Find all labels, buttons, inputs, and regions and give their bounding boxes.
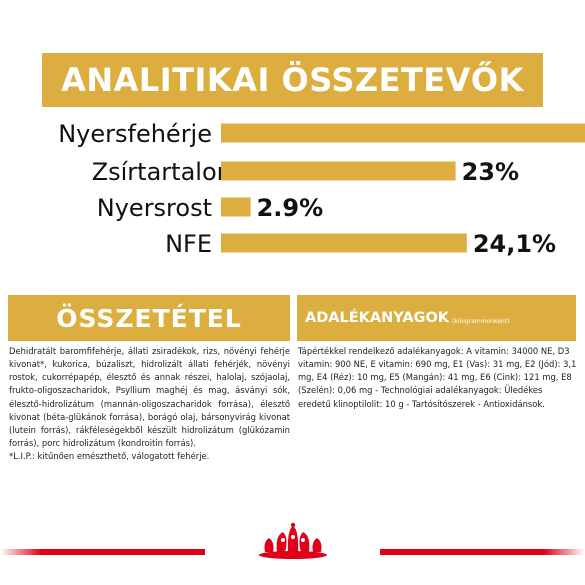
value-label: 2.9% — [257, 194, 324, 222]
composition-body: Dehidratált baromfifehérje, állati zsira… — [9, 345, 290, 463]
value-label: 23% — [462, 158, 519, 186]
composition-text: Dehidratált baromfifehérje, állati zsira… — [9, 346, 290, 449]
analytics-title: ANALITIKAI ÖSSZETEVŐK — [61, 61, 524, 99]
analytics-title-band: ANALITIKAI ÖSSZETEVŐK — [42, 53, 543, 107]
bar — [221, 197, 251, 217]
bar — [221, 233, 467, 253]
additives-text: Tápértékkel rendelkező adalékanyagok: A … — [298, 346, 577, 409]
category-label: Nyersrost — [97, 194, 212, 222]
footer-line-left — [0, 549, 205, 555]
crown-logo-icon — [259, 522, 327, 559]
composition-footnote: *L.I.P.: kitűnően emészthető, válogatott… — [9, 451, 210, 462]
bar — [221, 123, 585, 143]
category-label: NFE — [165, 230, 212, 258]
additives-title: ADALÉKANYAGOK — [305, 310, 450, 326]
value-label: 24,1% — [473, 230, 556, 258]
composition-title: ÖSSZETÉTEL — [56, 303, 242, 333]
category-label: Zsírtartalom — [92, 158, 240, 186]
bar — [221, 161, 456, 181]
category-label: Nyersfehérje — [58, 120, 212, 148]
footer-line-right — [380, 549, 585, 555]
composition-header: ÖSSZETÉTEL — [8, 295, 290, 341]
analytics-bar-chart: Nyersfehérje36%Zsírtartalom23%Nyersrost2… — [58, 120, 585, 258]
additives-header: ADALÉKANYAGOK (kilogrammonként) — [297, 295, 576, 341]
additives-body: Tápértékkel rendelkező adalékanyagok: A … — [298, 345, 577, 411]
footer-red-line — [0, 549, 585, 555]
additives-subtitle: (kilogrammonként) — [452, 317, 510, 325]
